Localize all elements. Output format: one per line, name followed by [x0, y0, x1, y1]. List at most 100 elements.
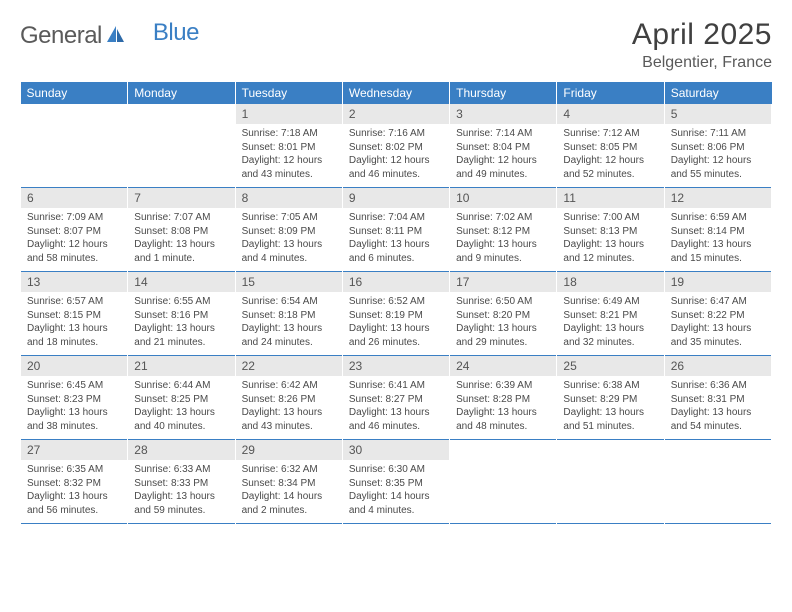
day-content: Sunrise: 6:49 AMSunset: 8:21 PMDaylight:… [557, 292, 663, 355]
calendar-day-cell: . [21, 104, 128, 188]
day-content: Sunrise: 7:12 AMSunset: 8:05 PMDaylight:… [557, 124, 663, 187]
day-content: Sunrise: 7:04 AMSunset: 8:11 PMDaylight:… [343, 208, 449, 271]
day-number: 27 [21, 440, 127, 460]
day-number: 20 [21, 356, 127, 376]
calendar-day-cell: 23Sunrise: 6:41 AMSunset: 8:27 PMDayligh… [342, 356, 449, 440]
calendar-day-cell: 21Sunrise: 6:44 AMSunset: 8:25 PMDayligh… [128, 356, 235, 440]
day-number: 29 [236, 440, 342, 460]
day-number: 12 [665, 188, 771, 208]
day-number: 26 [665, 356, 771, 376]
calendar-body: ..1Sunrise: 7:18 AMSunset: 8:01 PMDaylig… [21, 104, 772, 524]
logo-text-general: General [20, 22, 102, 50]
day-number: 3 [450, 104, 556, 124]
calendar-week-row: 6Sunrise: 7:09 AMSunset: 8:07 PMDaylight… [21, 188, 772, 272]
day-content: Sunrise: 6:32 AMSunset: 8:34 PMDaylight:… [236, 460, 342, 523]
calendar-day-cell: . [128, 104, 235, 188]
calendar-day-cell: 5Sunrise: 7:11 AMSunset: 8:06 PMDaylight… [664, 104, 771, 188]
location: Belgentier, France [632, 54, 772, 72]
day-number: 22 [236, 356, 342, 376]
title-block: April 2025 Belgentier, France [632, 18, 772, 72]
day-content: Sunrise: 6:42 AMSunset: 8:26 PMDaylight:… [236, 376, 342, 439]
calendar-day-cell: 24Sunrise: 6:39 AMSunset: 8:28 PMDayligh… [450, 356, 557, 440]
calendar-day-cell: 6Sunrise: 7:09 AMSunset: 8:07 PMDaylight… [21, 188, 128, 272]
calendar-day-cell: 28Sunrise: 6:33 AMSunset: 8:33 PMDayligh… [128, 440, 235, 524]
calendar-day-cell: 25Sunrise: 6:38 AMSunset: 8:29 PMDayligh… [557, 356, 664, 440]
day-number: 14 [128, 272, 234, 292]
day-content: Sunrise: 6:45 AMSunset: 8:23 PMDaylight:… [21, 376, 127, 439]
page-title: April 2025 [632, 18, 772, 52]
calendar-day-cell: 10Sunrise: 7:02 AMSunset: 8:12 PMDayligh… [450, 188, 557, 272]
day-number: 30 [343, 440, 449, 460]
day-number: 8 [236, 188, 342, 208]
day-content: Sunrise: 6:39 AMSunset: 8:28 PMDaylight:… [450, 376, 556, 439]
day-number: 5 [665, 104, 771, 124]
calendar-day-cell: 1Sunrise: 7:18 AMSunset: 8:01 PMDaylight… [235, 104, 342, 188]
day-content: Sunrise: 6:55 AMSunset: 8:16 PMDaylight:… [128, 292, 234, 355]
calendar-day-cell: 7Sunrise: 7:07 AMSunset: 8:08 PMDaylight… [128, 188, 235, 272]
calendar-table: SundayMondayTuesdayWednesdayThursdayFrid… [20, 82, 772, 524]
day-number: 16 [343, 272, 449, 292]
calendar-day-cell: 8Sunrise: 7:05 AMSunset: 8:09 PMDaylight… [235, 188, 342, 272]
calendar-week-row: 20Sunrise: 6:45 AMSunset: 8:23 PMDayligh… [21, 356, 772, 440]
calendar-day-cell: 17Sunrise: 6:50 AMSunset: 8:20 PMDayligh… [450, 272, 557, 356]
weekday-header-row: SundayMondayTuesdayWednesdayThursdayFrid… [21, 82, 772, 104]
logo: General Blue [20, 22, 199, 50]
day-number: 4 [557, 104, 663, 124]
calendar-day-cell: . [664, 440, 771, 524]
calendar-week-row: 13Sunrise: 6:57 AMSunset: 8:15 PMDayligh… [21, 272, 772, 356]
weekday-header: Sunday [21, 82, 128, 104]
calendar-day-cell: 12Sunrise: 6:59 AMSunset: 8:14 PMDayligh… [664, 188, 771, 272]
calendar-day-cell: 20Sunrise: 6:45 AMSunset: 8:23 PMDayligh… [21, 356, 128, 440]
day-content: Sunrise: 7:14 AMSunset: 8:04 PMDaylight:… [450, 124, 556, 187]
day-content: Sunrise: 7:09 AMSunset: 8:07 PMDaylight:… [21, 208, 127, 271]
day-number: 15 [236, 272, 342, 292]
weekday-header: Thursday [450, 82, 557, 104]
header: General Blue April 2025 Belgentier, Fran… [20, 18, 772, 72]
day-number: 25 [557, 356, 663, 376]
day-content: Sunrise: 6:47 AMSunset: 8:22 PMDaylight:… [665, 292, 771, 355]
calendar-day-cell: 9Sunrise: 7:04 AMSunset: 8:11 PMDaylight… [342, 188, 449, 272]
day-content: Sunrise: 7:00 AMSunset: 8:13 PMDaylight:… [557, 208, 663, 271]
calendar-day-cell: 13Sunrise: 6:57 AMSunset: 8:15 PMDayligh… [21, 272, 128, 356]
day-number: 9 [343, 188, 449, 208]
calendar-day-cell: 26Sunrise: 6:36 AMSunset: 8:31 PMDayligh… [664, 356, 771, 440]
weekday-header: Tuesday [235, 82, 342, 104]
calendar-day-cell: . [450, 440, 557, 524]
calendar-day-cell: 4Sunrise: 7:12 AMSunset: 8:05 PMDaylight… [557, 104, 664, 188]
calendar-week-row: 27Sunrise: 6:35 AMSunset: 8:32 PMDayligh… [21, 440, 772, 524]
day-number: 13 [21, 272, 127, 292]
day-content: Sunrise: 6:38 AMSunset: 8:29 PMDaylight:… [557, 376, 663, 439]
weekday-header: Friday [557, 82, 664, 104]
day-number: 11 [557, 188, 663, 208]
day-content: Sunrise: 6:36 AMSunset: 8:31 PMDaylight:… [665, 376, 771, 439]
calendar-week-row: ..1Sunrise: 7:18 AMSunset: 8:01 PMDaylig… [21, 104, 772, 188]
day-content: Sunrise: 6:50 AMSunset: 8:20 PMDaylight:… [450, 292, 556, 355]
day-content: Sunrise: 6:30 AMSunset: 8:35 PMDaylight:… [343, 460, 449, 523]
day-content: Sunrise: 7:02 AMSunset: 8:12 PMDaylight:… [450, 208, 556, 271]
day-content: Sunrise: 7:18 AMSunset: 8:01 PMDaylight:… [236, 124, 342, 187]
calendar-day-cell: 29Sunrise: 6:32 AMSunset: 8:34 PMDayligh… [235, 440, 342, 524]
calendar-day-cell: 15Sunrise: 6:54 AMSunset: 8:18 PMDayligh… [235, 272, 342, 356]
day-number: 7 [128, 188, 234, 208]
day-number: 6 [21, 188, 127, 208]
calendar-day-cell: 22Sunrise: 6:42 AMSunset: 8:26 PMDayligh… [235, 356, 342, 440]
day-number: 23 [343, 356, 449, 376]
sail-icon [105, 24, 127, 49]
day-number: 19 [665, 272, 771, 292]
day-content: Sunrise: 6:57 AMSunset: 8:15 PMDaylight:… [21, 292, 127, 355]
day-content: Sunrise: 6:44 AMSunset: 8:25 PMDaylight:… [128, 376, 234, 439]
day-number: 21 [128, 356, 234, 376]
weekday-header: Monday [128, 82, 235, 104]
day-content: Sunrise: 6:33 AMSunset: 8:33 PMDaylight:… [128, 460, 234, 523]
weekday-header: Wednesday [342, 82, 449, 104]
day-content: Sunrise: 7:07 AMSunset: 8:08 PMDaylight:… [128, 208, 234, 271]
day-content: Sunrise: 6:35 AMSunset: 8:32 PMDaylight:… [21, 460, 127, 523]
logo-text-blue: Blue [153, 19, 199, 47]
calendar-day-cell: 11Sunrise: 7:00 AMSunset: 8:13 PMDayligh… [557, 188, 664, 272]
calendar-day-cell: . [557, 440, 664, 524]
calendar-day-cell: 30Sunrise: 6:30 AMSunset: 8:35 PMDayligh… [342, 440, 449, 524]
day-number: 10 [450, 188, 556, 208]
calendar-day-cell: 16Sunrise: 6:52 AMSunset: 8:19 PMDayligh… [342, 272, 449, 356]
calendar-day-cell: 2Sunrise: 7:16 AMSunset: 8:02 PMDaylight… [342, 104, 449, 188]
day-number: 2 [343, 104, 449, 124]
